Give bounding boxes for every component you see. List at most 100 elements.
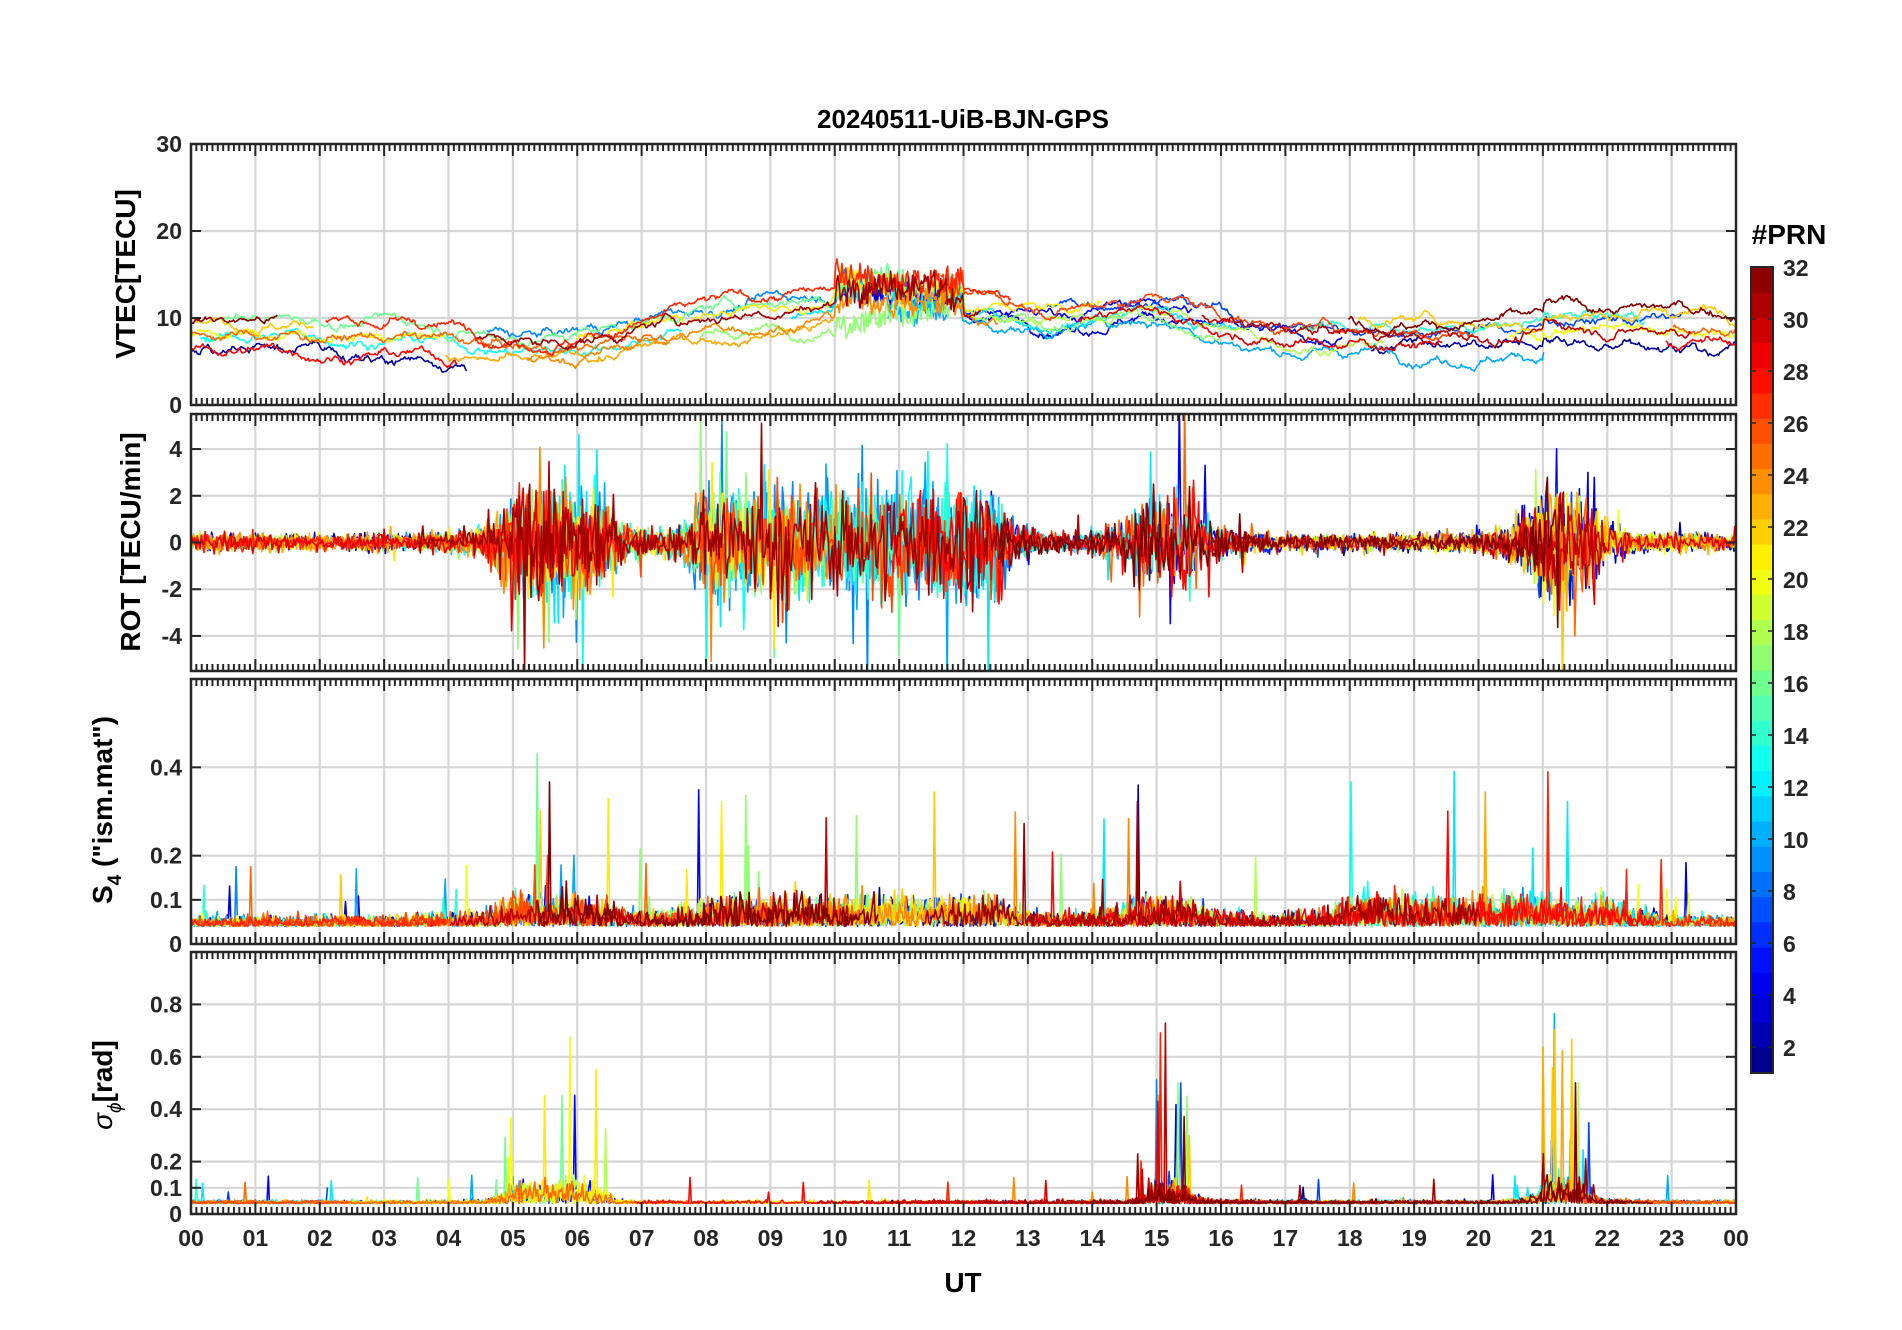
- y-tick-label-s4: 0: [169, 931, 182, 957]
- colorbar-swatch: [1751, 518, 1773, 545]
- y-axis-label-rot: ROT [TECU/min]: [115, 432, 146, 651]
- series-line-prn-18: [991, 305, 1384, 357]
- x-axis-tick-labels: 00 01 02 03 04 05 06 07 08 09 10 11 12 13 14 15 16 17 18 19…: [178, 1225, 1749, 1251]
- colorbar-swatch: [1751, 644, 1773, 671]
- series-line-prn-25: [191, 329, 668, 357]
- colorbar-swatch: [1751, 947, 1773, 973]
- x-tick-label: 10: [822, 1225, 848, 1251]
- colorbar-swatch: [1751, 670, 1773, 696]
- series-line-prn-26: [191, 1199, 349, 1205]
- x-tick-label: 21: [1530, 1225, 1556, 1251]
- colorbar-swatch: [1751, 418, 1773, 444]
- y-tick-label-sigma-phi: 0.2: [150, 1149, 182, 1175]
- colorbar-swatch: [1751, 569, 1773, 595]
- ticks-sigma-phi: 00.10.2 0.4 0.6 0.8: [150, 952, 1737, 1227]
- frame-rot: [189, 412, 1738, 673]
- y-tick-label-rot: -2: [162, 576, 182, 602]
- colorbar-frame: [1750, 266, 1774, 1074]
- x-tick-label: 17: [1273, 1225, 1299, 1251]
- series-line-prn-20: [1509, 322, 1736, 342]
- y-tick-label-rot: 2: [169, 483, 182, 509]
- x-tick-label: 05: [500, 1225, 526, 1251]
- y-tick-label-rot: -4: [162, 623, 183, 649]
- series-line-prn-9: [1044, 1078, 1424, 1205]
- colorbar-swatch: [1751, 795, 1773, 822]
- series-line-prn-30: [449, 817, 850, 928]
- series-line-prn-30: [1201, 314, 1692, 349]
- colorbar-tick-label: 22: [1783, 515, 1809, 541]
- colorbar-tick-label: 20: [1783, 567, 1809, 593]
- colorbar-swatch: [1751, 745, 1773, 772]
- chart-title: 20240511-UiB-BJN-GPS: [817, 104, 1109, 134]
- colorbar-label: #PRN: [1752, 219, 1827, 250]
- s4-label-sub: 4: [105, 874, 126, 885]
- series-line-prn-2: [1370, 335, 1736, 357]
- colorbar-swatch: [1751, 997, 1773, 1024]
- x-tick-label: 23: [1659, 1225, 1685, 1251]
- y-tick-label-sigma-phi: 0.8: [150, 991, 182, 1017]
- colorbar-swatch: [1751, 392, 1773, 419]
- y-tick-label-vtec: 10: [156, 305, 182, 331]
- colorbar-swatch: [1751, 921, 1773, 948]
- y-axis-label-sigma-phi: σϕ[rad]: [87, 1040, 126, 1130]
- x-tick-label: 11: [887, 1225, 912, 1251]
- series-line-prn-7: [1046, 294, 1684, 339]
- colorbar-swatch: [1751, 846, 1773, 872]
- series-vtec: [191, 258, 1736, 373]
- series-line-prn-20: [373, 1036, 804, 1205]
- series-line-prn-30: [1211, 492, 1607, 593]
- x-tick-label: 16: [1208, 1225, 1234, 1251]
- y-axis-label-vtec: VTEC[TECU]: [110, 189, 141, 359]
- x-tick-label: 06: [564, 1225, 590, 1251]
- series-line-prn-31: [475, 269, 982, 351]
- x-tick-label: 18: [1337, 1225, 1363, 1251]
- colorbar-swatch: [1751, 695, 1773, 721]
- colorbar-swatch: [1751, 267, 1773, 293]
- y-tick-label-rot: 4: [169, 436, 182, 462]
- x-tick-label: 09: [758, 1225, 784, 1251]
- y-tick-label-sigma-phi: 0: [169, 1201, 182, 1227]
- series-line-prn-9: [486, 268, 878, 338]
- colorbar-swatch: [1751, 871, 1773, 898]
- panel-vtec: 0 10 20 30 VTEC[TECU]: [110, 131, 1738, 418]
- series-line-prn-30: [815, 1022, 1486, 1205]
- colorbar-swatch: [1751, 367, 1773, 394]
- x-tick-label: 07: [629, 1225, 655, 1251]
- colorbar-swatch: [1751, 443, 1773, 469]
- frame-vtec: [189, 142, 1738, 407]
- x-tick-label: 12: [951, 1225, 977, 1251]
- s4-label-tail: ("ism.mat"): [87, 716, 118, 875]
- colorbar-tick-label: 10: [1783, 827, 1809, 853]
- y-tick-label-s4: 0.4: [150, 754, 182, 780]
- colorbar-swatch: [1751, 342, 1773, 369]
- grid-sigma-phi: [191, 952, 1736, 1214]
- panel-sigma-phi: 00.10.2 0.4 0.6 0.8 σϕ[rad]: [87, 950, 1738, 1227]
- series-sigma-phi: [191, 1012, 1736, 1205]
- colorbar-tick-label: 26: [1783, 411, 1809, 437]
- x-tick-label: 19: [1401, 1225, 1427, 1251]
- series-line-prn-28: [191, 342, 458, 369]
- colorbar-tick-label: 24: [1783, 463, 1809, 489]
- series-line-prn-21: [575, 265, 1102, 341]
- series-line-prn-23: [1301, 1046, 1736, 1205]
- colorbar-swatch: [1751, 972, 1773, 998]
- x-tick-label: 08: [693, 1225, 719, 1251]
- x-tick-label: 02: [307, 1225, 333, 1251]
- series-line-prn-32: [1347, 294, 1736, 338]
- series-line-prn-25: [1672, 324, 1736, 338]
- y-tick-label-vtec: 20: [156, 218, 182, 244]
- sigma-label-sub: ϕ: [105, 1102, 126, 1113]
- y-axis-label-s4: S4 ("ism.mat"): [87, 716, 126, 904]
- x-tick-label: 14: [1079, 1225, 1105, 1251]
- colorbar-swatch: [1751, 544, 1773, 570]
- series-line-prn-16: [222, 262, 921, 348]
- series-line-prn-17: [1048, 1082, 1534, 1205]
- colorbar-swatch: [1751, 1047, 1773, 1074]
- series-line-prn-2: [191, 340, 468, 373]
- colorbar-tick-label: 12: [1783, 775, 1809, 801]
- sigma-label-main: σ: [87, 1112, 118, 1130]
- series-line-prn-22: [1238, 493, 1736, 671]
- x-axis-label: UT: [944, 1267, 981, 1298]
- x-tick-label: 13: [1015, 1225, 1041, 1251]
- y-tick-label-vtec: 0: [169, 392, 182, 418]
